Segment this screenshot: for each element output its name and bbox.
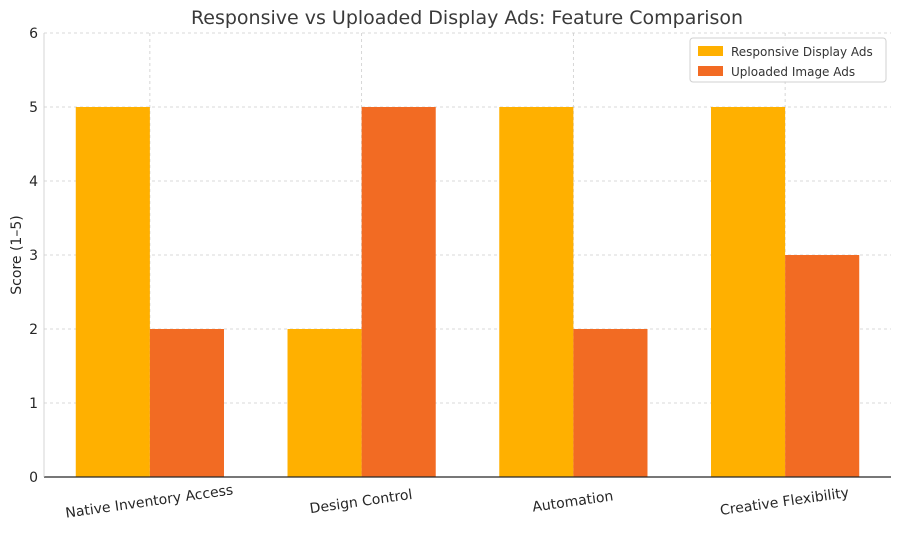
- x-tick-labels: Native Inventory Access Design Control Aut…: [65, 482, 851, 521]
- bar-uploaded-1: [361, 107, 436, 477]
- legend-label: Responsive Display Ads: [731, 45, 873, 59]
- bars: [75, 107, 860, 477]
- chart-title: Responsive vs Uploaded Display Ads: Feat…: [191, 7, 743, 29]
- legend-box: [689, 37, 887, 83]
- y-tick-label: 1: [29, 396, 38, 412]
- legend-label: Uploaded Image Ads: [731, 65, 855, 79]
- legend: Responsive Display Ads Uploaded Image Ads: [689, 37, 887, 83]
- y-tick-labels: 0 1 2 3 4 5 6: [29, 26, 38, 486]
- bar-responsive-3: [711, 107, 786, 477]
- x-tick-label: Creative Flexibility: [719, 485, 850, 519]
- x-tick-label: Design Control: [309, 487, 414, 517]
- legend-swatch: [698, 66, 723, 76]
- y-tick-label: 2: [29, 322, 38, 338]
- y-tick-label: 4: [29, 174, 38, 190]
- legend-swatch: [698, 46, 723, 56]
- y-axis-label: Score (1–5): [9, 215, 25, 294]
- bar-uploaded-0: [149, 329, 224, 477]
- y-tick-label: 0: [29, 470, 38, 486]
- x-tick-label: Automation: [531, 488, 614, 515]
- bar-uploaded-3: [785, 255, 860, 477]
- axes: [43, 33, 891, 478]
- bar-responsive-0: [75, 107, 150, 477]
- bar-uploaded-2: [573, 329, 648, 477]
- bar-responsive-1: [287, 329, 362, 477]
- x-tick-label: Native Inventory Access: [65, 482, 235, 521]
- y-tick-label: 3: [29, 248, 38, 264]
- bar-responsive-2: [499, 107, 574, 477]
- y-tick-label: 6: [29, 26, 38, 42]
- y-tick-label: 5: [29, 100, 38, 116]
